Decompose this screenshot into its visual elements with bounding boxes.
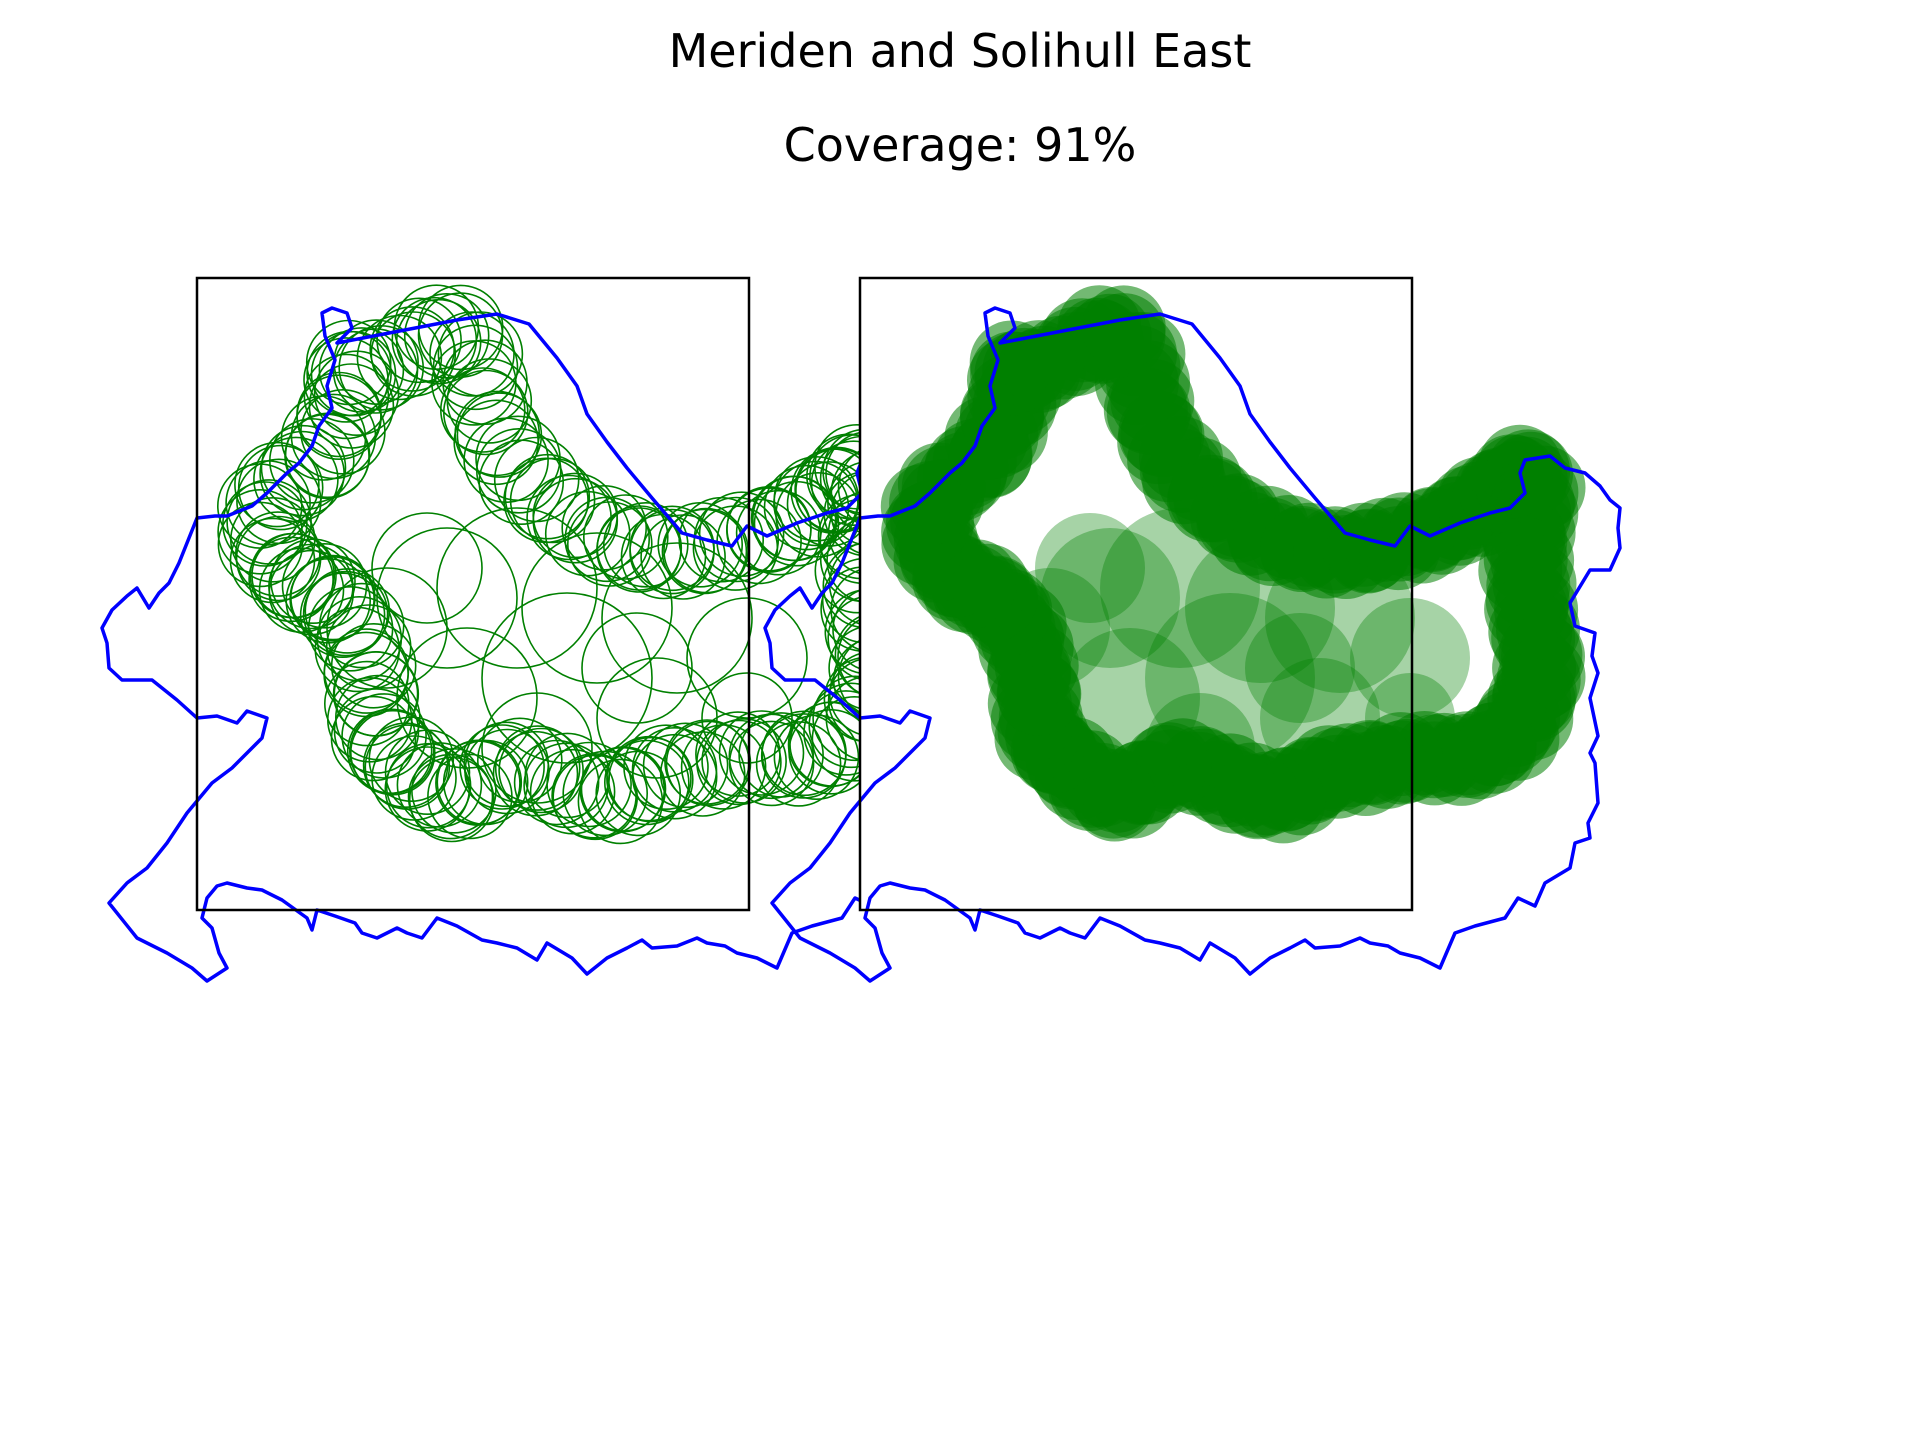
circle-outline-panel bbox=[100, 276, 959, 983]
coverage-circle bbox=[1245, 613, 1355, 723]
coverage-circle bbox=[1040, 528, 1180, 668]
coverage-circle bbox=[299, 572, 386, 659]
coverage-circle bbox=[341, 693, 427, 779]
coverage-circle bbox=[475, 427, 562, 514]
coverage-circle bbox=[371, 512, 483, 624]
coverage-circle bbox=[481, 692, 593, 804]
coverage-circle bbox=[718, 710, 805, 796]
coverage-circle bbox=[308, 363, 395, 449]
coverage-circle bbox=[281, 542, 368, 629]
coverage-circle bbox=[333, 651, 420, 737]
coverage-circle bbox=[323, 660, 410, 747]
coverage-circle bbox=[529, 748, 616, 835]
constituency-boundary bbox=[763, 306, 1622, 983]
coverage-circle bbox=[504, 453, 591, 540]
coverage-circle bbox=[602, 501, 689, 588]
coverage-circle bbox=[408, 756, 495, 843]
coverage-circle bbox=[1081, 285, 1166, 370]
coverage-circle bbox=[524, 732, 611, 819]
coverage-circle bbox=[429, 311, 515, 397]
coverage-circle bbox=[323, 628, 410, 714]
coverage-circle bbox=[601, 542, 753, 694]
coverage-circle bbox=[1350, 598, 1470, 718]
coverage-circle bbox=[427, 753, 513, 840]
coverage-circle bbox=[755, 721, 842, 807]
coverage-circle bbox=[437, 311, 524, 397]
coverage-circle bbox=[369, 306, 456, 392]
coverage-circle bbox=[334, 674, 421, 761]
coverage-circle bbox=[226, 479, 312, 565]
coverage-circle bbox=[370, 311, 457, 397]
coverage-circle bbox=[318, 582, 405, 669]
coverage-circle bbox=[728, 720, 815, 807]
coverage-circle bbox=[442, 369, 529, 456]
coverage-circle bbox=[222, 481, 308, 567]
map-title: Meriden and Solihull East bbox=[668, 24, 1252, 78]
coverage-circle bbox=[642, 722, 729, 809]
coverage-circle bbox=[476, 717, 563, 804]
coverage-circle bbox=[761, 710, 847, 797]
coverage-circle bbox=[629, 508, 715, 595]
coverage-circle bbox=[304, 568, 391, 654]
coverage-circle bbox=[439, 367, 526, 453]
coverage-circle bbox=[698, 491, 785, 578]
coverage-circle bbox=[686, 597, 808, 719]
coverage-circle bbox=[562, 750, 649, 837]
coverage-circle bbox=[296, 374, 382, 461]
coverage-circle bbox=[492, 730, 579, 817]
coverage-circle bbox=[303, 337, 389, 423]
coverage-circle bbox=[566, 501, 653, 587]
coverage-circle bbox=[436, 507, 598, 669]
coverage-circle bbox=[385, 742, 472, 829]
coverage-circle bbox=[453, 399, 540, 486]
coverage-circle bbox=[349, 709, 436, 796]
coverage-circle bbox=[384, 746, 471, 832]
coverage-circle bbox=[509, 457, 596, 544]
coverage-circle bbox=[376, 527, 518, 669]
coverage-circle bbox=[253, 436, 339, 523]
coverage-circle bbox=[564, 496, 651, 583]
coverage-circle bbox=[260, 424, 347, 511]
coverage-label: Coverage: 91% bbox=[783, 118, 1137, 172]
coverage-circle bbox=[498, 727, 584, 814]
coverage-circle bbox=[521, 532, 673, 684]
panel-frame bbox=[858, 276, 1414, 912]
coverage-circle bbox=[581, 612, 693, 724]
coverage-circle bbox=[1035, 513, 1145, 623]
coverage-circle bbox=[544, 490, 631, 577]
coverage-circle bbox=[752, 475, 838, 562]
coverage-circle bbox=[237, 444, 324, 531]
coverage-circle bbox=[318, 327, 405, 413]
coverage-circle bbox=[403, 292, 490, 379]
coverage-circle bbox=[376, 297, 462, 384]
coverage-circle bbox=[582, 494, 669, 580]
coverage-circle bbox=[217, 488, 303, 575]
coverage-circle bbox=[577, 758, 664, 845]
coverage-circle bbox=[364, 724, 451, 810]
coverage-circle bbox=[371, 735, 457, 821]
coverage-circle bbox=[701, 672, 793, 764]
panel-frame bbox=[195, 276, 751, 912]
circle-filled-panel bbox=[763, 276, 1622, 983]
coverage-circle bbox=[532, 477, 619, 564]
coverage-circle bbox=[459, 724, 545, 810]
coverage-circle bbox=[661, 508, 748, 595]
coverage-circle bbox=[302, 570, 389, 657]
coverage-circle bbox=[494, 725, 581, 811]
coverage-circles bbox=[880, 285, 1586, 844]
